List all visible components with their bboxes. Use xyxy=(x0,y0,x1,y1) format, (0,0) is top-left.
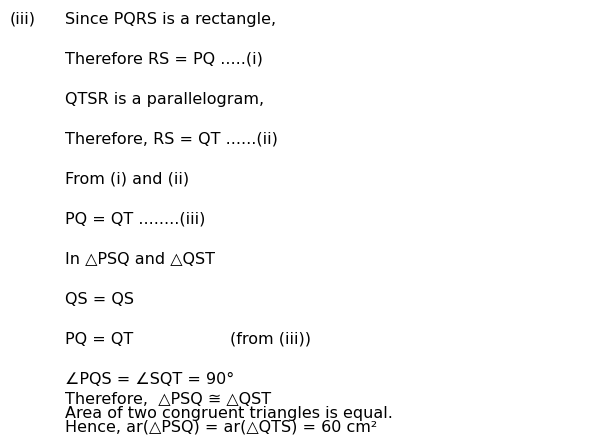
Text: QS = QS: QS = QS xyxy=(65,292,134,307)
Text: (from (iii)): (from (iii)) xyxy=(230,332,311,347)
Text: Hence, ar(△PSQ) = ar(△QTS) = 60 cm²: Hence, ar(△PSQ) = ar(△QTS) = 60 cm² xyxy=(65,420,377,435)
Text: Area of two congruent triangles is equal.: Area of two congruent triangles is equal… xyxy=(65,406,393,421)
Text: PQ = QT ........(iii): PQ = QT ........(iii) xyxy=(65,212,205,227)
Text: In △PSQ and △QST: In △PSQ and △QST xyxy=(65,252,215,267)
Text: Since PQRS is a rectangle,: Since PQRS is a rectangle, xyxy=(65,12,276,27)
Text: From (i) and (ii): From (i) and (ii) xyxy=(65,172,189,187)
Text: Therefore, RS = QT ......(ii): Therefore, RS = QT ......(ii) xyxy=(65,132,278,147)
Text: PQ = QT: PQ = QT xyxy=(65,332,133,347)
Text: QTSR is a parallelogram,: QTSR is a parallelogram, xyxy=(65,92,264,107)
Text: Therefore,  △PSQ ≅ △QST: Therefore, △PSQ ≅ △QST xyxy=(65,392,271,407)
Text: (iii): (iii) xyxy=(10,12,36,27)
Text: Therefore RS = PQ .....(i): Therefore RS = PQ .....(i) xyxy=(65,52,263,67)
Text: ∠PQS = ∠SQT = 90°: ∠PQS = ∠SQT = 90° xyxy=(65,372,234,387)
